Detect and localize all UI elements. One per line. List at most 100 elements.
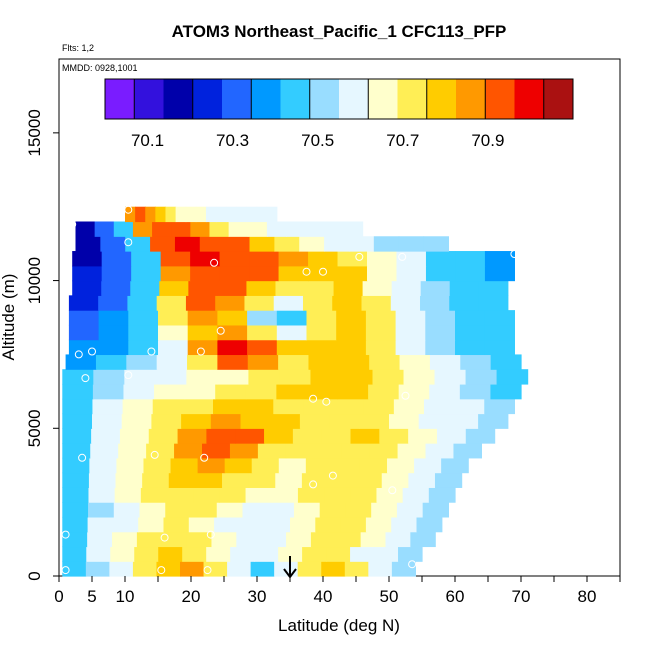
heat-cell (343, 221, 364, 237)
heat-cell (205, 206, 217, 223)
heat-cell (185, 295, 216, 311)
heat-cell (155, 369, 187, 385)
heat-cell (95, 354, 127, 370)
heat-cell (368, 383, 400, 400)
heat-cell (297, 561, 322, 577)
y-tick-label: 15000 (25, 109, 44, 156)
x-tick-label: 40 (314, 587, 333, 606)
heat-cell (484, 310, 515, 326)
heat-cell (195, 206, 207, 223)
heat-cell (332, 295, 363, 311)
sample-point (200, 453, 209, 462)
heat-cell (306, 383, 339, 400)
heat-cell (341, 443, 371, 459)
heat-cell (465, 428, 496, 444)
heat-cell (418, 413, 449, 429)
heat-cell (425, 324, 456, 341)
heat-cell (109, 561, 134, 577)
heat-cell (308, 265, 339, 282)
heat-cell (376, 487, 404, 503)
sample-point (210, 258, 219, 267)
y-tick-label: 5000 (25, 409, 44, 447)
heat-cell (156, 295, 187, 311)
heat-cell (85, 561, 110, 577)
sample-point (203, 566, 212, 575)
heat-cell (190, 251, 221, 267)
sample-points-layer (61, 205, 532, 575)
heat-cell (123, 383, 155, 400)
heat-cell (246, 206, 258, 223)
heat-cell (142, 472, 170, 488)
sample-point (388, 486, 397, 495)
heat-cell (62, 443, 91, 459)
colorbar-swatch (397, 79, 428, 119)
heat-cell (490, 383, 522, 400)
heat-cell (293, 502, 321, 518)
heat-cell (152, 398, 184, 415)
sample-point (401, 391, 410, 400)
heat-cell (336, 310, 367, 326)
heat-cell (156, 561, 181, 577)
sample-point (322, 397, 331, 406)
heat-cell (150, 236, 176, 252)
heat-cell (305, 457, 334, 474)
heat-cell (308, 354, 340, 370)
heat-cell (425, 310, 456, 326)
heat-cell (185, 206, 197, 223)
heat-cell (188, 280, 218, 296)
heat-cell (236, 531, 262, 548)
heat-cell (132, 221, 153, 237)
heat-cell (62, 369, 94, 385)
heat-cell (89, 457, 118, 474)
heat-cell (138, 516, 165, 533)
heat-cell (286, 221, 306, 237)
heat-cell (449, 295, 480, 311)
heat-cell (403, 369, 436, 385)
heat-cell (256, 206, 268, 223)
heat-cell (159, 280, 189, 296)
heat-cell (62, 531, 88, 548)
heat-cell (62, 428, 92, 444)
heat-cell (395, 339, 426, 356)
heat-cell (92, 383, 125, 400)
heatmap-layer (62, 206, 529, 577)
heat-cell (72, 251, 103, 267)
heat-cell (362, 280, 393, 296)
heat-cell (321, 428, 352, 444)
heat-cell (182, 546, 207, 562)
colorbar-tick-label: 70.9 (471, 131, 504, 150)
sample-point (88, 347, 96, 356)
heat-cell (136, 531, 163, 548)
heat-cell (303, 398, 335, 415)
heat-cell (369, 443, 399, 459)
heat-cell (441, 457, 469, 474)
heat-cell (416, 516, 443, 533)
heat-cell (181, 413, 212, 429)
heat-cell (455, 324, 486, 341)
heat-cell (299, 236, 325, 252)
heat-cell (131, 251, 162, 267)
heat-cell (65, 354, 97, 370)
heat-cell (484, 398, 515, 415)
down-arrow-icon (283, 556, 297, 579)
heat-cell (273, 295, 304, 311)
heat-cell (396, 502, 424, 518)
colorbar-swatch (134, 79, 164, 119)
heat-cell (145, 206, 156, 223)
heat-cell (68, 324, 100, 341)
sample-point (216, 326, 225, 335)
heat-cell (496, 369, 529, 385)
heat-cell (217, 354, 249, 370)
heat-cell (397, 443, 427, 459)
heat-cell (165, 502, 192, 518)
heat-cell (350, 546, 375, 562)
heat-cell (345, 502, 372, 518)
heat-cell (361, 295, 392, 311)
heat-cell (152, 221, 172, 237)
heat-cell (206, 546, 231, 562)
heat-cell (484, 265, 515, 282)
dates-label: MMDD: 0928,1001 (62, 63, 138, 73)
heat-cell (230, 546, 255, 562)
heat-cell (484, 324, 515, 341)
heat-cell (190, 265, 221, 282)
